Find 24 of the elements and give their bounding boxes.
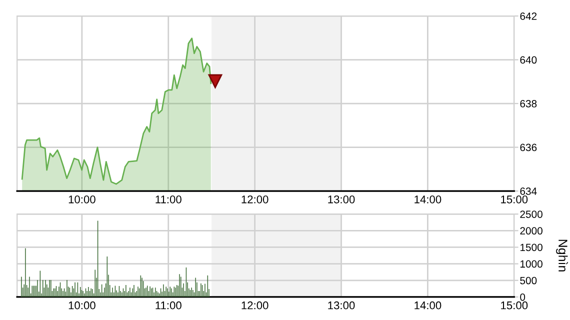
y-tick-label: 634	[520, 188, 537, 195]
x-tick-label: 14:00	[414, 196, 442, 204]
x-tick-label: 10:00	[68, 301, 96, 310]
x-tick-label: 13:00	[328, 196, 355, 204]
x-tick-label: 11:00	[156, 301, 182, 310]
y-tick-label: 2000	[520, 227, 542, 235]
x-tick-label: 12:00	[242, 196, 268, 204]
x-tick-label: 12:00	[242, 301, 268, 310]
y-tick-label: 638	[520, 100, 537, 108]
y-tick-label: 640	[520, 56, 537, 64]
x-tick-label: 13:00	[328, 301, 355, 310]
y-tick-label: 2500	[520, 210, 542, 218]
x-tick-label: 10:00	[68, 196, 96, 204]
y-tick-label: 500	[520, 276, 537, 284]
x-tick-label: 15:00	[501, 301, 528, 310]
x-tick-label: 11:00	[156, 196, 182, 204]
y-tick-label: 1500	[520, 244, 542, 252]
y-tick-label: 0	[520, 293, 526, 301]
x-tick-label: 14:00	[414, 301, 442, 310]
x-tick-label: 15:00	[501, 196, 528, 204]
y-axis-title: Nghìn	[556, 240, 568, 272]
y-tick-label: 1000	[520, 260, 542, 268]
y-tick-label: 636	[520, 144, 537, 152]
y-tick-label: 642	[520, 12, 537, 20]
